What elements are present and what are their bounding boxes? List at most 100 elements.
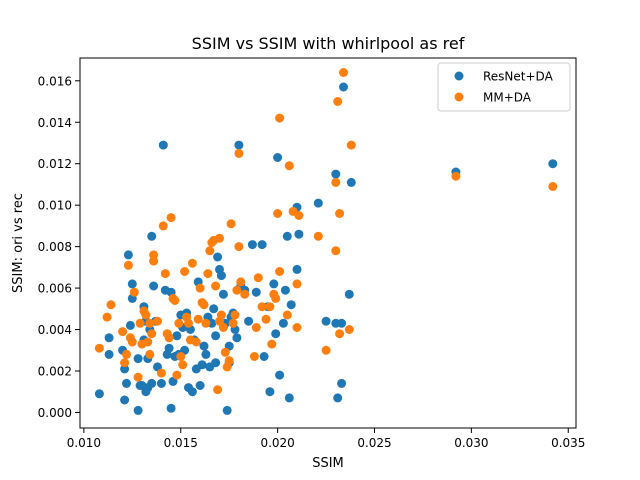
- data-point: [193, 314, 203, 324]
- data-point: [280, 285, 290, 295]
- series-2: [94, 68, 558, 395]
- plot-frame: [79, 57, 577, 429]
- data-point: [257, 240, 267, 250]
- data-point: [104, 349, 114, 359]
- data-point: [331, 169, 341, 179]
- data-point: [234, 242, 244, 252]
- data-point: [337, 378, 347, 388]
- data-point: [236, 277, 246, 287]
- data-point: [160, 269, 170, 279]
- data-point: [133, 405, 143, 415]
- data-point: [94, 343, 104, 353]
- data-point: [127, 337, 137, 347]
- data-point: [230, 310, 240, 320]
- data-point: [172, 370, 182, 380]
- data-point: [224, 356, 234, 366]
- data-point: [313, 198, 323, 208]
- data-point: [195, 381, 205, 390]
- data-point: [122, 349, 131, 359]
- data-point: [333, 97, 343, 106]
- data-point: [247, 240, 257, 250]
- y-axis-label: SSIM: ori vs rec: [11, 193, 26, 293]
- data-point: [209, 304, 219, 314]
- data-point: [321, 316, 331, 326]
- y-tick-label: 0.010: [38, 199, 72, 213]
- data-point: [102, 312, 112, 322]
- data-point: [346, 177, 356, 187]
- data-point: [123, 260, 133, 270]
- data-point: [548, 182, 558, 191]
- data-point: [149, 281, 159, 291]
- data-point: [234, 148, 244, 158]
- data-point: [257, 302, 267, 312]
- data-point: [251, 287, 261, 297]
- data-point: [211, 331, 221, 341]
- data-point: [232, 333, 242, 343]
- data-point: [158, 140, 168, 150]
- data-point: [125, 320, 135, 330]
- y-tick-label: 0.006: [38, 282, 72, 296]
- data-point: [292, 279, 302, 289]
- x-tick-label: 0.015: [164, 436, 198, 450]
- data-point: [106, 300, 116, 310]
- data-point: [215, 233, 224, 243]
- data-point: [451, 171, 461, 181]
- data-point: [259, 352, 269, 361]
- legend-marker: [454, 92, 464, 102]
- data-point: [240, 289, 250, 299]
- data-point: [275, 267, 285, 276]
- x-axis: 0.010 0.015 0.020 0.025 0.030 0.035: [67, 428, 585, 450]
- data-point: [265, 302, 275, 312]
- data-point: [149, 250, 159, 260]
- data-point: [335, 209, 345, 218]
- data-point: [228, 318, 238, 328]
- data-point: [164, 333, 174, 343]
- x-tick-label: 0.030: [454, 436, 488, 450]
- x-tick-label: 0.025: [357, 436, 391, 450]
- data-point: [127, 279, 137, 289]
- data-point: [284, 393, 294, 403]
- data-point: [273, 153, 283, 162]
- data-point: [339, 82, 348, 92]
- data-point: [267, 339, 277, 349]
- data-point: [94, 389, 104, 399]
- data-point: [133, 372, 143, 382]
- data-point: [135, 318, 145, 328]
- x-tick-label: 0.035: [551, 436, 585, 450]
- data-point: [145, 318, 155, 328]
- data-point: [120, 395, 130, 405]
- legend-label: MM+DA: [483, 91, 532, 105]
- y-tick-label: 0.014: [38, 116, 72, 130]
- data-point: [133, 354, 143, 364]
- data-point: [178, 360, 188, 370]
- data-point: [145, 349, 155, 359]
- data-point: [180, 267, 190, 276]
- data-point: [203, 269, 213, 279]
- chart-title: SSIM vs SSIM with whirlpool as ref: [192, 34, 465, 53]
- data-point: [313, 231, 323, 241]
- data-point: [176, 352, 186, 361]
- data-point: [331, 246, 341, 256]
- data-point: [275, 370, 285, 380]
- points-layer: [94, 68, 558, 415]
- data-point: [170, 296, 180, 305]
- data-point: [344, 325, 354, 334]
- data-point: [187, 387, 197, 397]
- data-point: [201, 318, 211, 328]
- data-point: [278, 318, 288, 328]
- x-tick-label: 0.020: [260, 436, 294, 450]
- data-point: [197, 360, 207, 370]
- data-point: [265, 387, 275, 397]
- data-point: [222, 405, 232, 415]
- x-axis-label: SSIM: [312, 456, 344, 471]
- data-point: [166, 213, 176, 223]
- data-point: [118, 327, 128, 337]
- data-point: [120, 358, 130, 368]
- data-point: [253, 273, 263, 283]
- data-point: [331, 177, 341, 187]
- data-point: [294, 229, 304, 239]
- legend: ResNet+DA MM+DA: [437, 62, 571, 112]
- data-point: [211, 281, 221, 291]
- data-point: [147, 329, 157, 339]
- data-point: [261, 314, 271, 324]
